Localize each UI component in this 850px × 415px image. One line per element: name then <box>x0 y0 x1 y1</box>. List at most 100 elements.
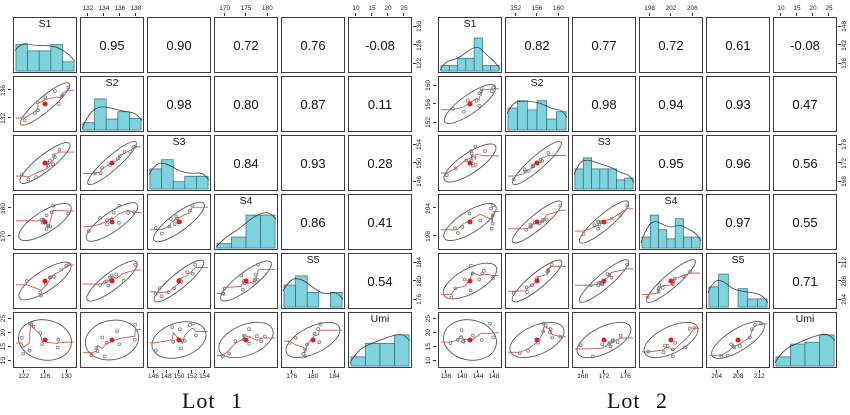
loess-line <box>641 327 701 353</box>
tick-label: 25 <box>424 315 432 323</box>
data-point <box>122 150 127 154</box>
histogram-bar <box>757 298 768 308</box>
variable-label: S3 <box>597 136 611 148</box>
tick-label: 10 <box>777 4 785 12</box>
histogram-bar <box>641 236 651 249</box>
axis-tick: 204 <box>711 370 722 381</box>
tick-mark <box>557 13 559 16</box>
scatter-plot <box>15 261 75 301</box>
centroid-dot <box>243 337 249 343</box>
data-point <box>52 274 56 279</box>
correlation-value: 0.98 <box>591 96 617 112</box>
histogram-bar <box>747 298 758 308</box>
correlation-ellipse <box>576 321 632 359</box>
centroid-dot <box>467 337 473 343</box>
data-point <box>656 287 661 291</box>
data-point <box>117 220 121 225</box>
histogram-bar <box>196 175 209 190</box>
tick-mark <box>828 13 830 16</box>
data-point <box>444 173 449 178</box>
tick-mark <box>716 370 718 373</box>
data-point <box>46 223 50 228</box>
correlation-value: 0.47 <box>792 96 818 112</box>
centroid-dot <box>42 278 48 284</box>
correlation-value: 0.93 <box>725 96 751 112</box>
tick-mark <box>371 13 373 16</box>
data-point <box>179 346 183 351</box>
axis-tick: 138 <box>131 5 141 16</box>
tick-label: 136 <box>114 4 126 12</box>
tick-label: 132 <box>0 112 7 124</box>
loess-line <box>216 269 276 294</box>
data-point <box>255 277 260 282</box>
axis-tick: 122 <box>18 370 29 381</box>
data-point <box>98 171 103 175</box>
tick-label: 148 <box>488 373 500 380</box>
axis-tick: 10 <box>777 4 785 16</box>
correlation-ellipse <box>443 319 497 361</box>
tick-mark <box>737 370 739 373</box>
data-point <box>731 344 736 349</box>
scatter-cell-S2-S5 <box>80 253 144 309</box>
data-point <box>477 91 482 96</box>
data-point <box>233 339 237 343</box>
histogram-plot <box>774 333 836 367</box>
correlation-value: 0.76 <box>300 37 326 53</box>
scatter-plot <box>82 319 142 361</box>
histogram-bar <box>231 236 247 249</box>
axis-tick: 204 <box>425 203 437 213</box>
data-point <box>479 89 484 94</box>
histogram-bar <box>599 168 609 190</box>
loess-line <box>149 267 209 294</box>
centroid-dot <box>601 219 607 225</box>
axis-tick: 212 <box>754 370 765 381</box>
diagonal-cell-S1: S1 <box>438 17 502 73</box>
data-point <box>133 322 138 327</box>
histogram-bar <box>379 342 395 367</box>
centroid-dot <box>601 337 607 343</box>
tick-mark <box>245 13 247 16</box>
data-point <box>49 210 54 215</box>
axis-left-row-5: 10 15 20 25 <box>0 312 12 368</box>
tick-mark <box>413 261 417 263</box>
tick-mark <box>178 370 180 373</box>
data-point <box>488 321 492 326</box>
axis-tick: 160 <box>553 5 564 16</box>
data-point <box>466 98 470 103</box>
axis-right-row-0: 122 126 130 <box>413 17 424 73</box>
data-point <box>673 340 678 345</box>
scatter-plot <box>15 142 75 184</box>
data-point <box>692 326 697 330</box>
scatter-plot <box>283 321 343 359</box>
tick-label: 168 <box>841 176 849 188</box>
correlation-ellipse <box>153 201 205 243</box>
histogram-bar <box>15 44 28 72</box>
data-point <box>729 342 733 347</box>
correlation-cell-S2-S5: 0.93 <box>706 76 770 132</box>
scatter-cell-S5-Umi <box>281 312 345 368</box>
axis-tick: 176 <box>620 370 631 381</box>
tick-label: 212 <box>753 373 765 380</box>
data-point <box>491 203 496 208</box>
axis-tick: 136 <box>114 4 126 16</box>
histogram-bar <box>330 292 343 308</box>
data-point <box>66 85 71 90</box>
axis-tick: 140 <box>457 370 467 381</box>
axis-tick: 148 <box>161 370 172 381</box>
pairs-panel-lot-1: S1 0.95 0.90 0.72 0.76 -0.08 S2 0.98 0.80 0.87 0.1… <box>0 4 424 413</box>
data-point <box>544 217 549 222</box>
data-point <box>672 276 677 281</box>
data-point <box>578 343 583 348</box>
axis-tick: 136 <box>0 85 12 95</box>
data-point <box>464 158 468 163</box>
data-point <box>491 276 496 280</box>
data-point <box>480 271 485 276</box>
data-point <box>175 216 179 221</box>
histogram-bar <box>482 65 492 72</box>
correlation-ellipse <box>18 319 72 361</box>
tick-label: 20 <box>0 329 7 337</box>
data-point <box>60 93 65 98</box>
scatter-cell-S2-Umi <box>505 312 569 368</box>
axis-tick: 154 <box>413 139 424 150</box>
panel-title-lot-2: Lot 2 <box>606 388 669 413</box>
